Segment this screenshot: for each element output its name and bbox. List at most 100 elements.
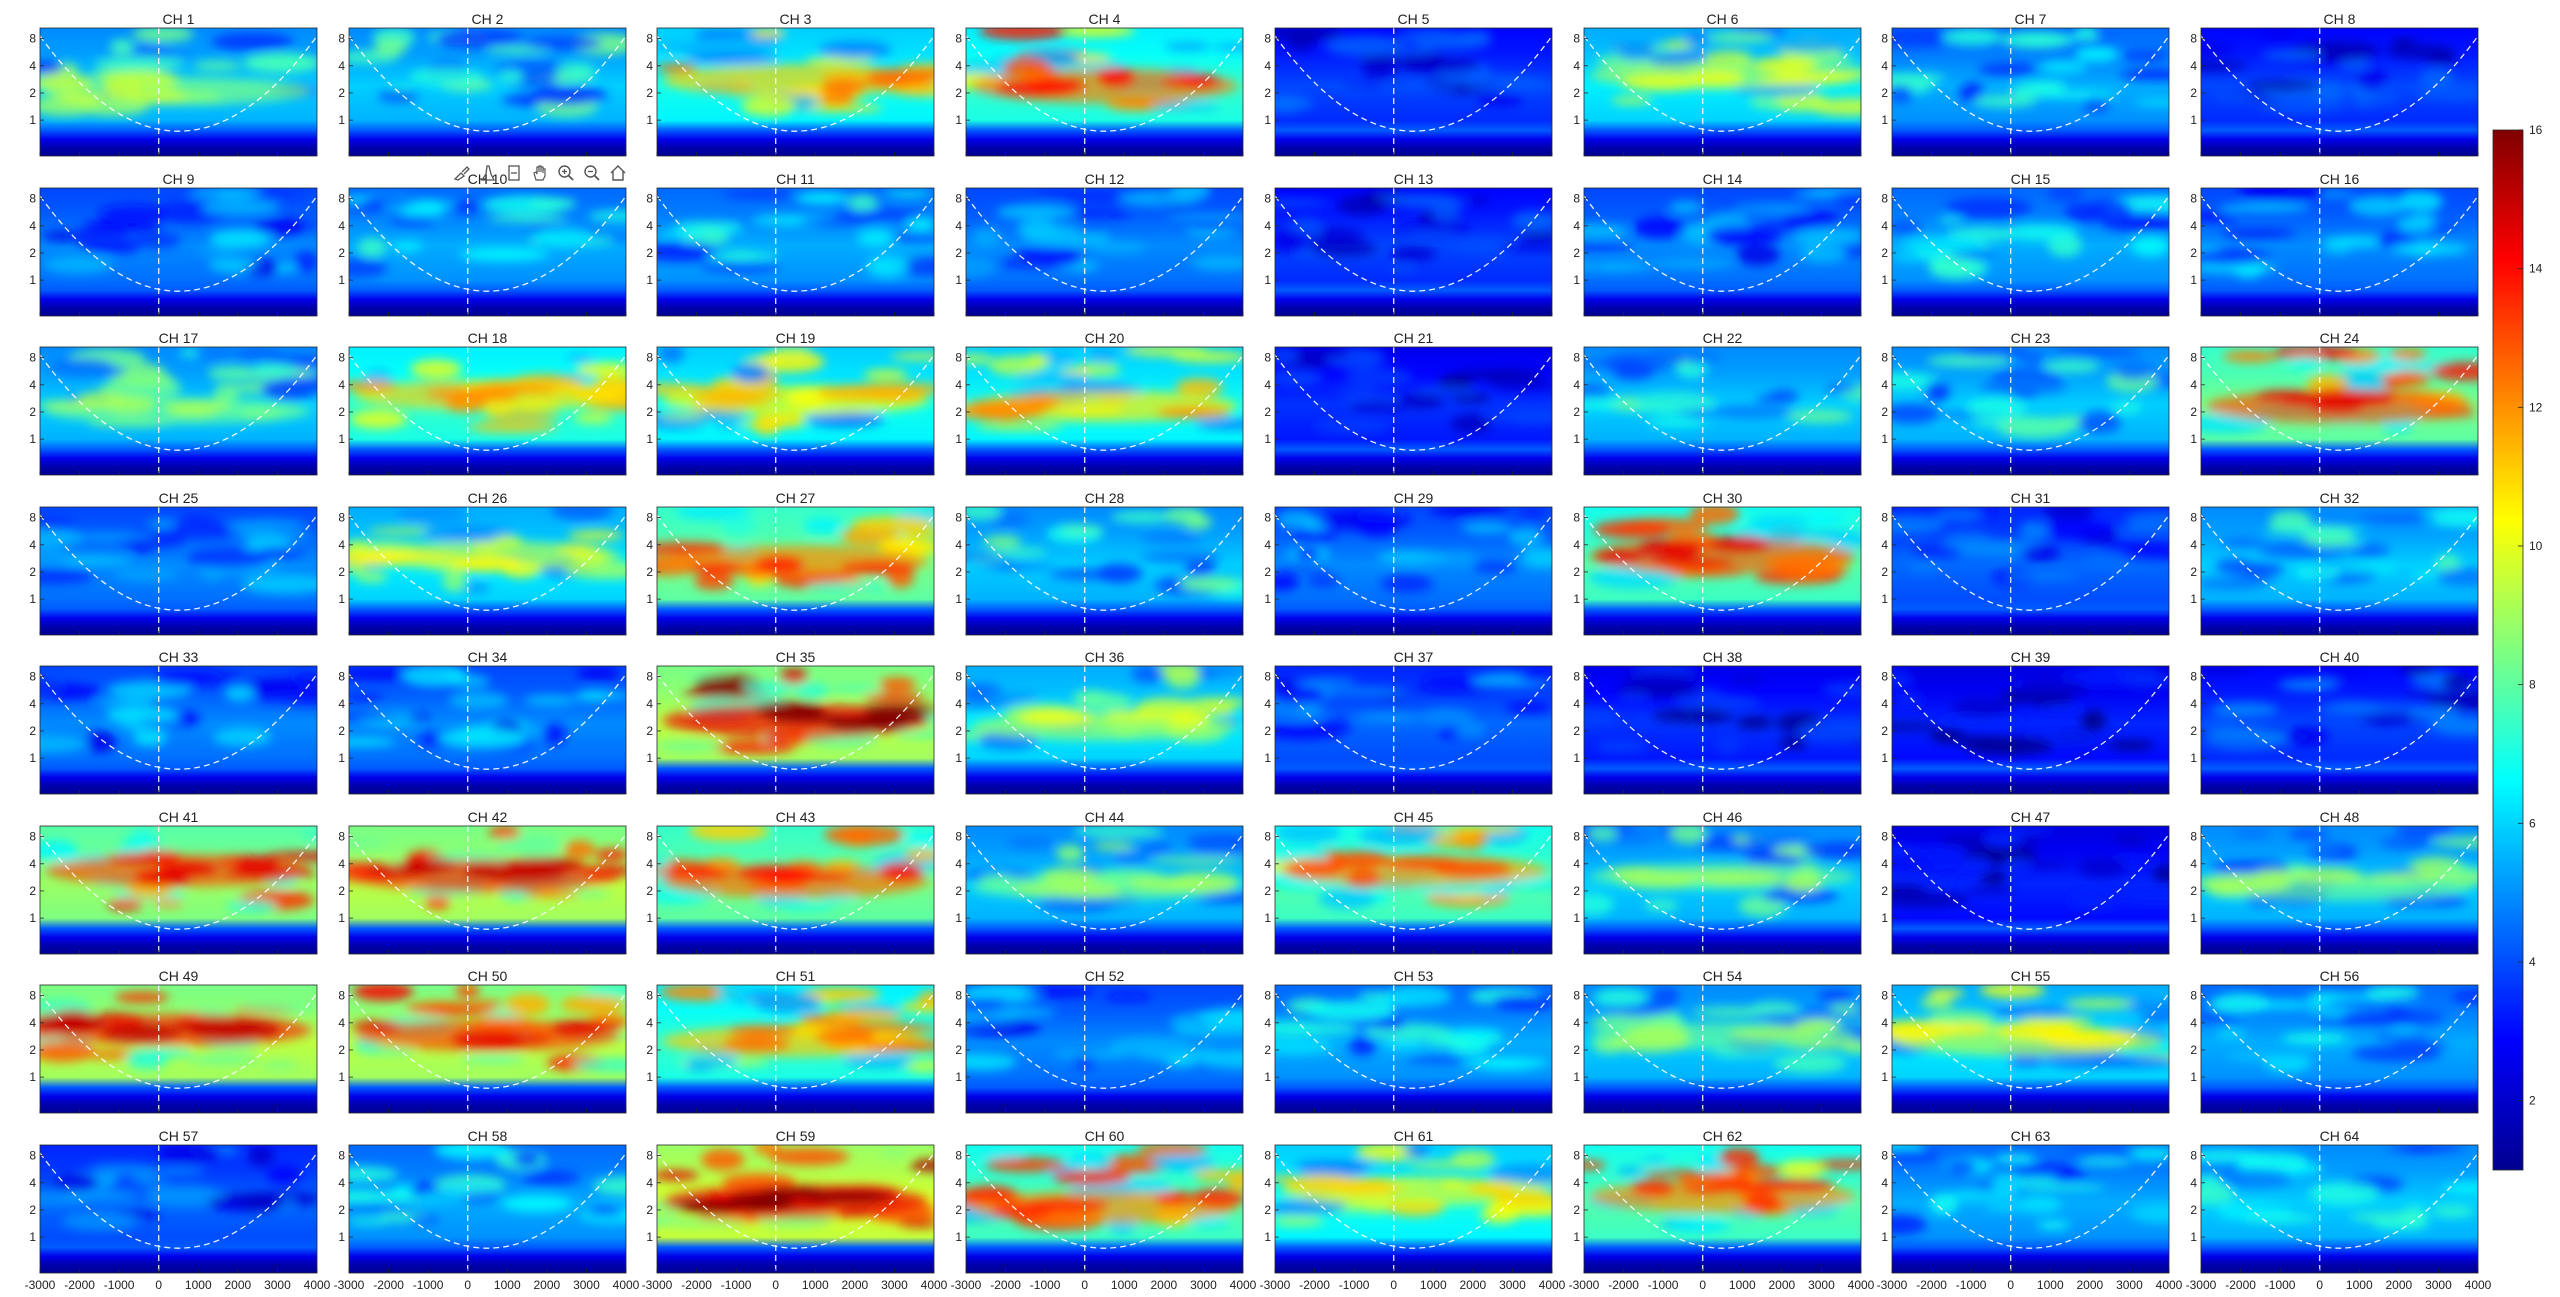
power-blob [378, 89, 419, 103]
power-blob [2288, 827, 2329, 841]
power-blob [576, 666, 620, 681]
power-blobs [2201, 985, 2478, 1073]
x-tick-label: -1000 [721, 1278, 752, 1292]
power-peak [1104, 710, 1178, 720]
power-blob [966, 999, 1007, 1006]
y-tick-label: 8 [2190, 351, 2197, 365]
power-blob [1778, 1160, 1825, 1178]
cone-of-influence [1584, 673, 1861, 770]
spectrogram-image [349, 826, 626, 954]
power-blobs [966, 188, 1243, 278]
power-blob [1892, 669, 1914, 691]
x-tick-label: 3000 [1190, 1278, 1217, 1292]
power-blob [434, 1145, 511, 1160]
y-tick-label: 1 [1881, 592, 1888, 606]
spectrogram-image [1275, 1145, 1552, 1273]
power-blob [1164, 507, 1205, 524]
power-peak [1326, 1177, 1393, 1194]
power-blob [2201, 248, 2271, 266]
power-blob [2365, 985, 2421, 1000]
zoom-out-icon[interactable] [580, 161, 604, 185]
x-tick-label: 0 [1081, 1278, 1088, 1292]
y-tick-label: 2 [1573, 724, 1580, 738]
axes-frame [1274, 187, 1553, 317]
power-blob [2107, 740, 2155, 751]
x-tick-label: -1000 [1030, 1278, 1061, 1292]
power-blob [242, 52, 317, 74]
x-tick-label: -3000 [1877, 1278, 1908, 1292]
cone-of-influence [40, 354, 317, 451]
power-blob [1155, 666, 1201, 678]
channel-panel: CH 57 1 2 4 8 -3000 -2000 -1000 0 1000 2000 3000 400… [25, 1128, 331, 1292]
power-blob [1444, 1028, 1501, 1039]
power-blob [2391, 243, 2469, 255]
power-blob [1749, 513, 1816, 528]
y-tick-label: 8 [1573, 989, 1580, 1003]
colorbar-tick-label: 14 [2529, 262, 2543, 276]
power-blob [1786, 409, 1853, 423]
panel-title: CH 55 [2011, 968, 2051, 984]
cone-of-influence [1275, 992, 1552, 1089]
power-blob [1934, 508, 1984, 523]
y-tick-label: 1 [2190, 592, 2197, 606]
power-blob [689, 826, 770, 841]
power-blob [404, 713, 430, 721]
y-tick-label: 8 [29, 1149, 36, 1163]
power-blob [1706, 32, 1774, 43]
power-blob [1584, 707, 1621, 727]
datatip-icon[interactable] [476, 161, 500, 185]
power-blob [779, 901, 836, 913]
power-peak [1174, 74, 1221, 89]
cone-of-influence [1275, 833, 1552, 930]
y-tick-label: 8 [955, 32, 962, 46]
power-blob [1972, 95, 2037, 108]
power-blob [374, 39, 408, 56]
cone-of-influence [1584, 354, 1861, 451]
panel-title: CH 37 [1394, 649, 1434, 665]
axes-frame [2200, 187, 2479, 317]
axes-frame [39, 825, 318, 955]
spectrogram-image [657, 985, 934, 1113]
y-tick-label: 2 [2190, 724, 2197, 738]
zoom-in-icon[interactable] [554, 161, 578, 185]
axes-frame [656, 187, 935, 317]
power-blob [966, 1009, 1019, 1025]
cone-of-influence [1892, 992, 2169, 1089]
restore-icon[interactable] [502, 161, 526, 185]
y-tick-label: 8 [338, 989, 345, 1003]
power-blob [1192, 896, 1243, 903]
power-blob [2042, 507, 2095, 522]
cone-of-influence [349, 1152, 626, 1249]
power-blobs [40, 347, 317, 427]
y-tick-label: 2 [1881, 86, 1888, 100]
spectrogram-image [1892, 507, 2169, 635]
power-peak [451, 1030, 529, 1049]
panel-title: CH 51 [776, 968, 816, 984]
y-tick-label: 4 [1881, 697, 1888, 711]
home-icon[interactable] [606, 161, 630, 185]
y-tick-label: 8 [955, 1149, 962, 1163]
panel-title: CH 8 [2324, 11, 2356, 27]
power-blob [1644, 899, 1679, 911]
power-blob [40, 1040, 95, 1062]
pan-icon[interactable] [528, 161, 552, 185]
power-blob [1817, 990, 1854, 1002]
power-blob [687, 51, 778, 64]
power-blob [2419, 68, 2454, 88]
power-peak [1594, 549, 1644, 563]
power-blob [2201, 577, 2266, 591]
spectrogram-image [1584, 188, 1861, 316]
spectrogram-image [657, 826, 934, 954]
cone-of-influence [1275, 354, 1552, 451]
power-blob [1945, 197, 2032, 219]
power-peak [352, 1020, 403, 1033]
power-blob [1383, 985, 1452, 1007]
power-blob [1014, 372, 1092, 382]
power-blob [721, 515, 756, 535]
brush-icon[interactable] [450, 161, 474, 185]
x-tick-label: -3000 [1260, 1278, 1291, 1292]
power-blob [459, 247, 549, 262]
y-tick-label: 8 [955, 830, 962, 844]
power-blob [567, 530, 624, 541]
spectrogram-image [40, 347, 317, 475]
